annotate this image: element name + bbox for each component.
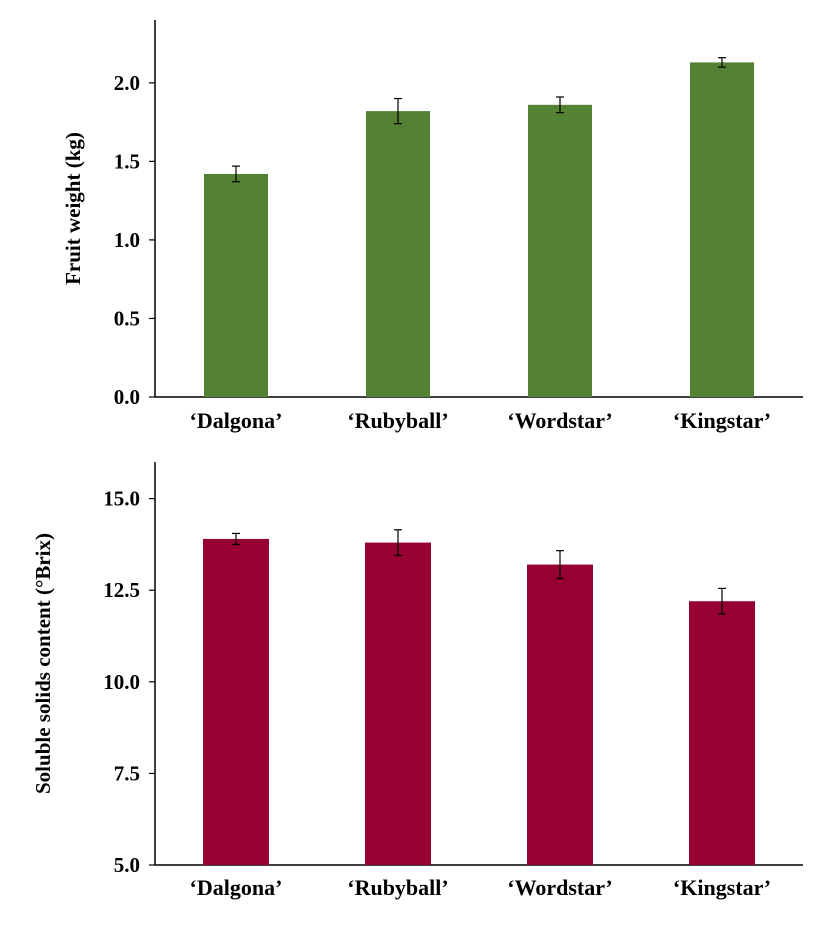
y-tick-label: 0.0 bbox=[114, 385, 140, 409]
category-label: ‘Dalgona’ bbox=[190, 875, 283, 900]
category-label: ‘Rubyball’ bbox=[347, 408, 448, 433]
bar bbox=[203, 538, 269, 865]
fruit-weight-chart: 0.0 0.5 1.0 1.5 2.0 Fruit weight (kg) ‘Dalgona… bbox=[61, 20, 803, 433]
bar bbox=[366, 111, 430, 397]
y-axis-title: Fruit weight (kg) bbox=[61, 132, 85, 285]
y-tick-label: 1.5 bbox=[114, 149, 140, 173]
y-tick-label: 10.0 bbox=[103, 670, 140, 694]
soluble-solids-chart: 5.0 7.5 10.0 12.5 15.0 Soluble solids content… bbox=[31, 462, 803, 900]
category-label: ‘Dalgona’ bbox=[190, 408, 283, 433]
y-tick-label: 0.5 bbox=[114, 306, 140, 330]
bar bbox=[527, 564, 593, 865]
bar bbox=[690, 62, 754, 397]
category-label: ‘Wordstar’ bbox=[507, 408, 613, 433]
y-tick-label: 15.0 bbox=[103, 487, 140, 511]
y-tick-label: 12.5 bbox=[103, 578, 140, 602]
y-tick-label: 2.0 bbox=[114, 71, 140, 95]
category-label: ‘Rubyball’ bbox=[347, 875, 448, 900]
bar bbox=[689, 601, 755, 865]
bar bbox=[528, 104, 592, 397]
category-label: ‘Kingstar’ bbox=[673, 408, 771, 433]
bar bbox=[204, 173, 268, 397]
y-tick-label: 1.0 bbox=[114, 228, 140, 252]
category-label: ‘Wordstar’ bbox=[507, 875, 613, 900]
y-tick-label: 5.0 bbox=[114, 853, 140, 877]
y-tick-label: 7.5 bbox=[114, 761, 140, 785]
y-axis-title: Soluble solids content (°Brix) bbox=[31, 533, 55, 794]
category-label: ‘Kingstar’ bbox=[673, 875, 771, 900]
bar bbox=[365, 542, 431, 865]
